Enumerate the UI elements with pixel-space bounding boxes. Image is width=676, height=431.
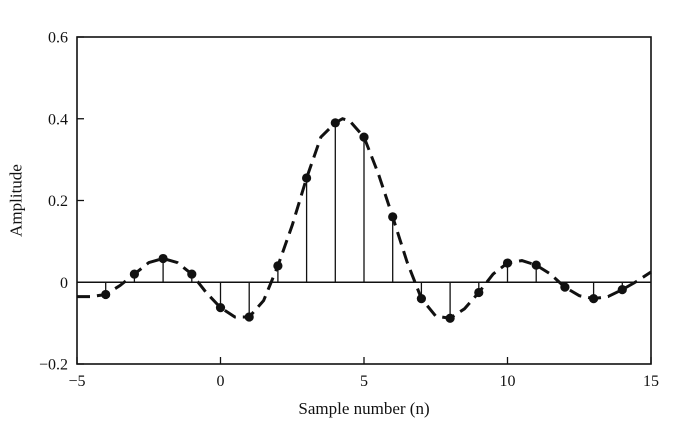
stem-marker: [531, 260, 541, 270]
x-tick-label: 10: [500, 373, 516, 390]
stem-marker: [560, 282, 570, 292]
stem-marker: [388, 212, 398, 222]
stem-marker: [445, 313, 455, 323]
stem-marker: [101, 289, 111, 300]
y-tick-label: 0.6: [48, 30, 68, 47]
y-tick-label: −0.2: [39, 357, 68, 374]
stem-marker: [617, 285, 627, 295]
stem-marker: [244, 312, 254, 322]
y-tick-label: 0.4: [48, 111, 68, 128]
x-axis-label: Sample number (n): [298, 399, 429, 418]
envelope-dashed-curve: [77, 117, 652, 320]
stem-marker: [416, 294, 426, 304]
stem-marker: [215, 302, 226, 313]
stem-marker: [474, 287, 484, 298]
stem-marker: [187, 269, 197, 279]
stem-marker: [302, 173, 312, 183]
stem-marker: [359, 132, 369, 142]
stems-layer: [105, 122, 623, 319]
x-tick-label: 0: [217, 373, 225, 390]
stem-marker: [273, 261, 283, 271]
y-tick-label: 0.2: [48, 193, 68, 210]
points-layer: [101, 118, 627, 323]
stem-marker: [129, 269, 139, 279]
x-tick-label: 15: [643, 373, 659, 390]
y-tick-label: 0: [60, 275, 68, 292]
stem-marker: [502, 258, 513, 268]
ticks-layer: −5 0 5 10 15 −0.2 0 0.2 0.4 0.6: [39, 30, 659, 391]
x-tick-label: −5: [68, 373, 85, 390]
x-tick-label: 5: [360, 373, 368, 390]
stem-marker: [330, 118, 340, 128]
y-axis-label: Amplitude: [7, 164, 26, 237]
stem-marker: [158, 253, 168, 264]
stem-marker: [589, 294, 599, 304]
